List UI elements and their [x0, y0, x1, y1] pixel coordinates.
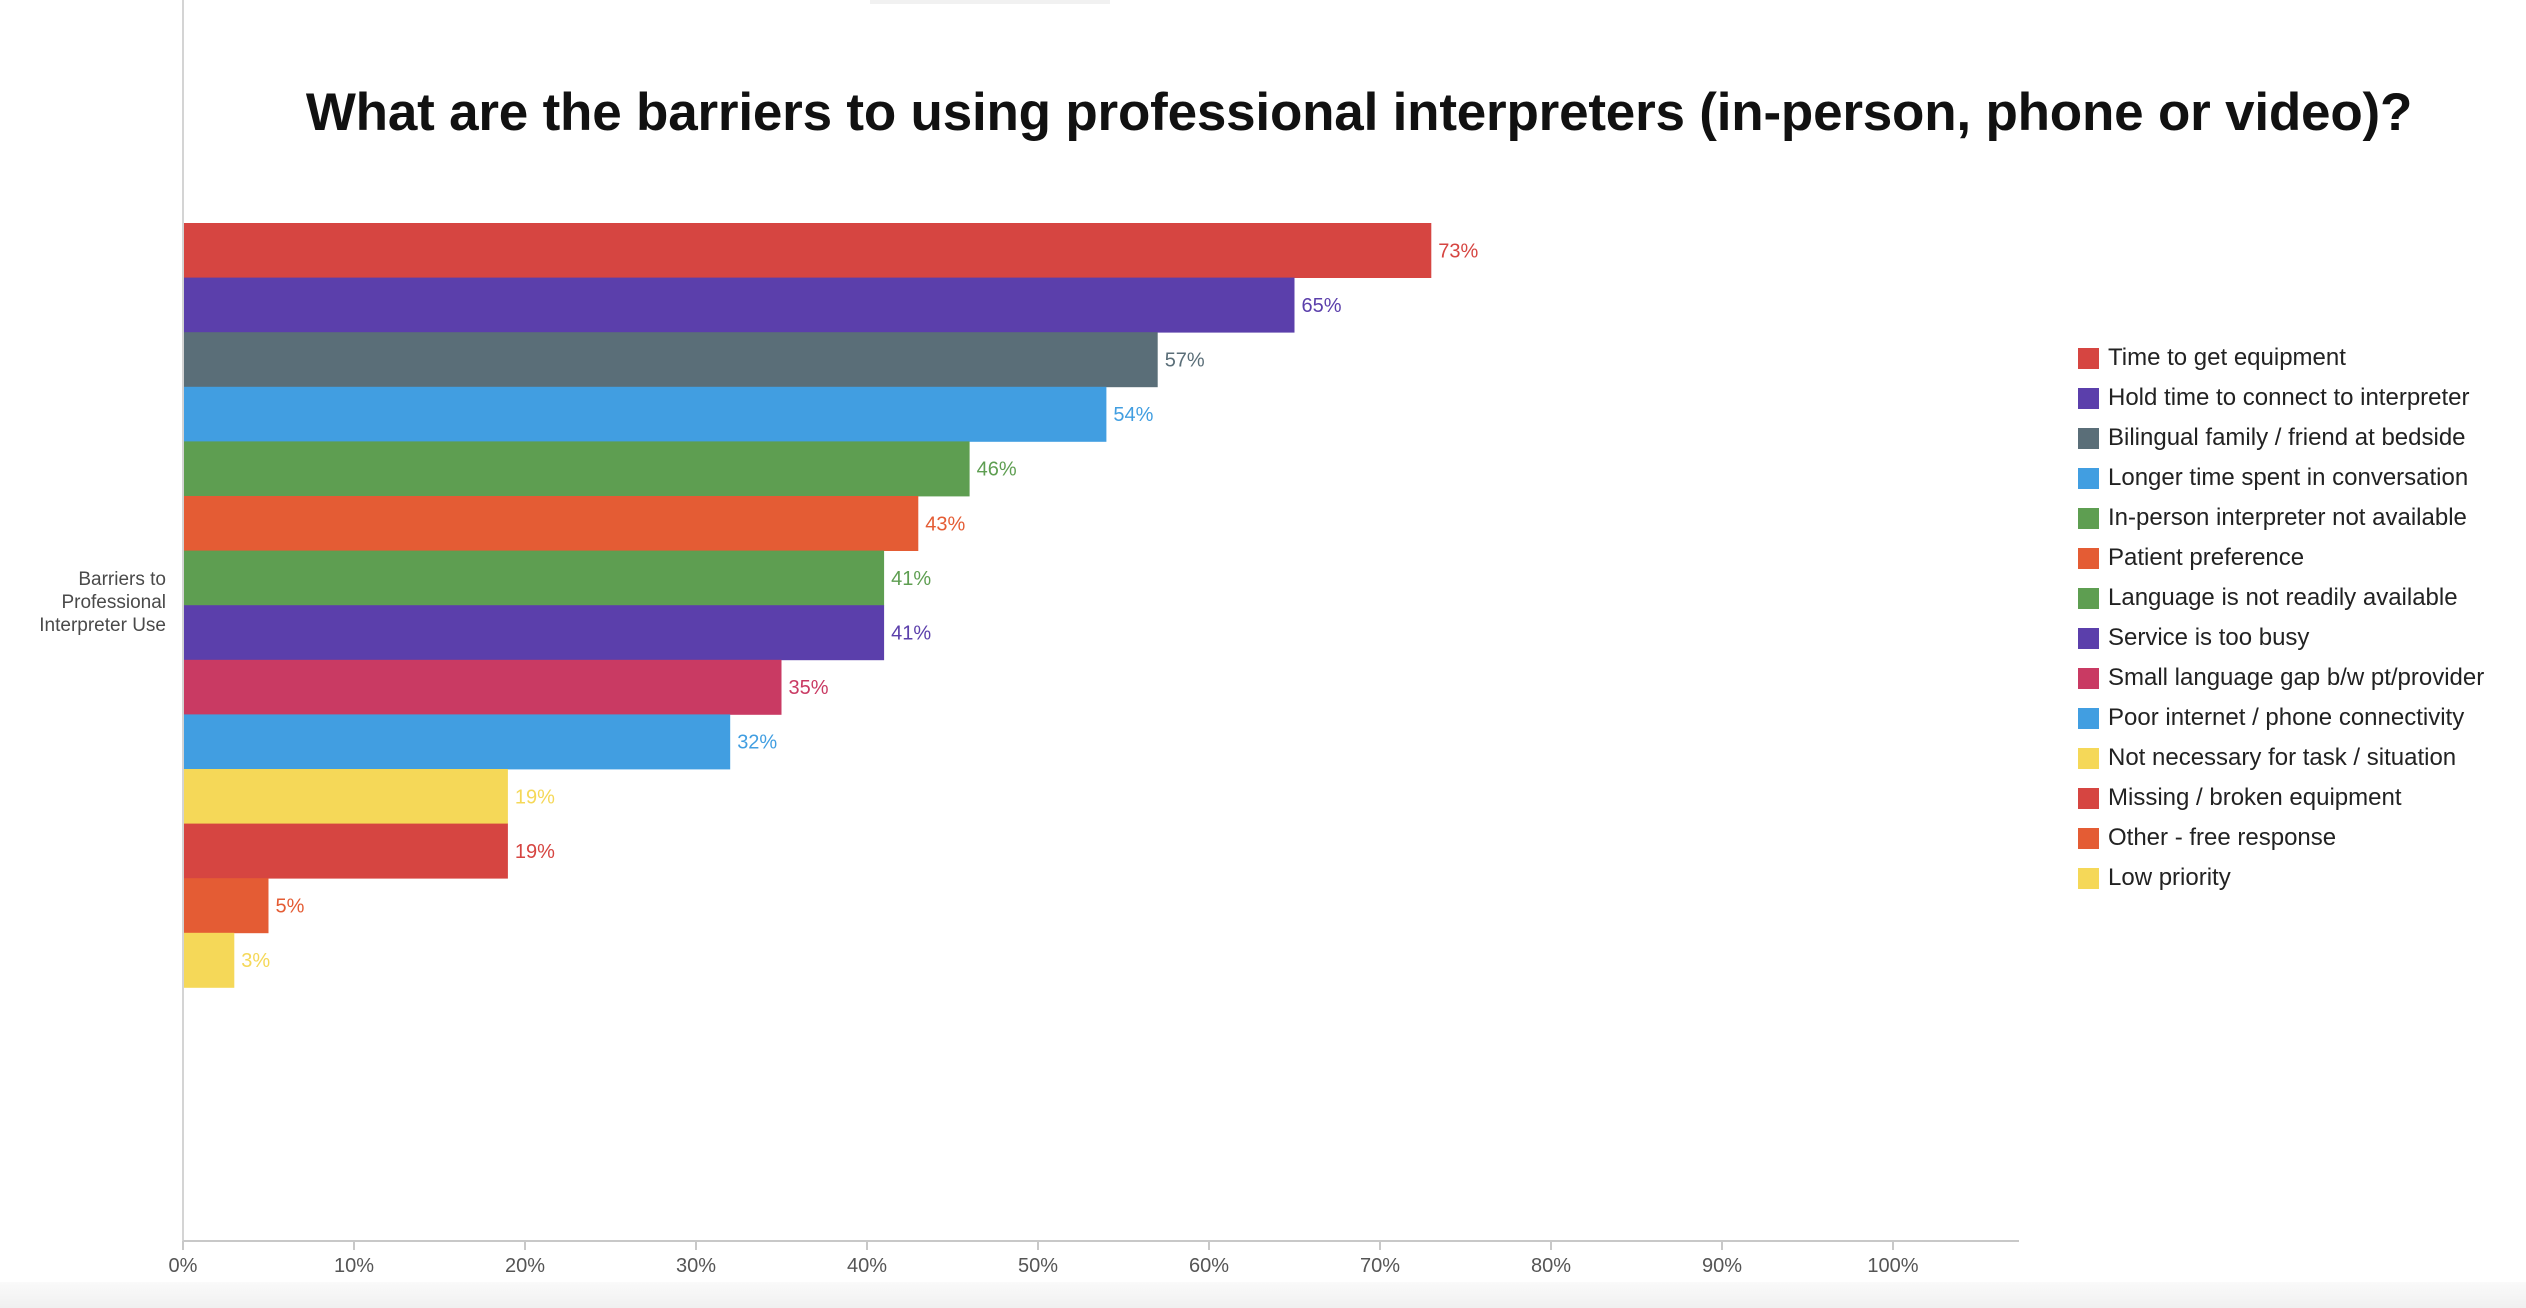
legend-swatch — [2078, 387, 2099, 409]
bar-12[interactable] — [183, 823, 508, 879]
legend-swatch — [2078, 787, 2099, 809]
bar-6[interactable] — [183, 496, 919, 551]
legend-item[interactable]: Time to get equipment — [2078, 338, 2484, 378]
x-tick-label: 20% — [505, 1255, 545, 1277]
bar-value-label: 35% — [789, 677, 829, 699]
legend-item[interactable]: Hold time to connect to interpreter — [2078, 378, 2484, 418]
x-tick-label: 70% — [1360, 1255, 1400, 1277]
legend: Time to get equipment Hold time to connec… — [2078, 338, 2484, 898]
legend-item[interactable]: Poor internet / phone connectivity — [2078, 698, 2484, 738]
bar-value-label: 32% — [737, 732, 777, 754]
y-axis-label: Barriers to Professional Interpreter Use — [39, 569, 166, 636]
x-tick-label: 80% — [1531, 1255, 1571, 1277]
legend-swatch — [2078, 587, 2099, 609]
legend-item[interactable]: Not necessary for task / situation — [2078, 738, 2484, 778]
bar-4[interactable] — [183, 386, 1107, 442]
legend-swatch — [2078, 427, 2099, 449]
legend-swatch — [2078, 707, 2099, 729]
bar-13[interactable] — [183, 878, 269, 934]
legend-swatch — [2078, 667, 2099, 689]
legend-item[interactable]: Longer time spent in conversation — [2078, 458, 2484, 498]
bottom-scroll-strip — [0, 1282, 2526, 1308]
legend-label: Bilingual family / friend at bedside — [2108, 424, 2466, 451]
legend-swatch — [2078, 747, 2099, 769]
legend-item[interactable]: Small language gap b/w pt/provider — [2078, 658, 2484, 698]
bar-value-label: 5% — [276, 896, 305, 918]
legend-label: Poor internet / phone connectivity — [2108, 704, 2465, 731]
legend-label: Low priority — [2108, 864, 2231, 891]
bar-9[interactable] — [183, 659, 782, 715]
legend-item[interactable]: Patient preference — [2078, 538, 2484, 578]
x-tick-label: 60% — [1189, 1255, 1229, 1277]
bar-1[interactable] — [183, 223, 1432, 278]
legend-swatch — [2078, 867, 2099, 889]
bar-3[interactable] — [183, 332, 1158, 388]
legend-swatch — [2078, 347, 2099, 369]
legend-label: Service is too busy — [2108, 624, 2310, 651]
bar-10[interactable] — [183, 714, 731, 770]
bar-value-label: 19% — [515, 841, 555, 863]
legend-swatch — [2078, 507, 2099, 529]
bar-5[interactable] — [183, 441, 970, 497]
legend-item[interactable]: In-person interpreter not available — [2078, 498, 2484, 538]
legend-item[interactable]: Low priority — [2078, 858, 2484, 898]
legend-label: Not necessary for task / situation — [2108, 744, 2457, 771]
axes-layer: 0% 10% 20% 30% 40% 50% 60% 70% 80% 90% 100% — [169, 0, 2019, 1277]
bar-11[interactable] — [183, 769, 508, 824]
legend-item[interactable]: Bilingual family / friend at bedside — [2078, 418, 2484, 458]
bar-value-label: 41% — [891, 623, 931, 645]
legend-label: Longer time spent in conversation — [2108, 464, 2469, 491]
legend-swatch — [2078, 547, 2099, 569]
legend-label: Small language gap b/w pt/provider — [2108, 664, 2485, 691]
legend-swatch — [2078, 627, 2099, 649]
legend-label: Time to get equipment — [2108, 344, 2346, 371]
bar-value-label: 3% — [241, 950, 270, 972]
bar-value-label: 73% — [1438, 240, 1478, 262]
x-tick-label: 40% — [847, 1255, 887, 1277]
legend-label: Hold time to connect to interpreter — [2108, 384, 2470, 411]
x-tick-label: 90% — [1702, 1255, 1742, 1277]
legend-label: Missing / broken equipment — [2108, 784, 2402, 811]
x-tick-label: 0% — [169, 1255, 198, 1277]
bar-2[interactable] — [183, 277, 1295, 333]
legend-item[interactable]: Other - free response — [2078, 818, 2484, 858]
bar-value-label: 46% — [977, 459, 1017, 481]
bar-value-label: 65% — [1302, 295, 1342, 317]
legend-item[interactable]: Language is not readily available — [2078, 578, 2484, 618]
bar-7[interactable] — [183, 550, 885, 606]
bar-value-label: 19% — [515, 786, 555, 808]
legend-item[interactable]: Missing / broken equipment — [2078, 778, 2484, 818]
legend-label: Patient preference — [2108, 544, 2305, 571]
bar-value-label: 54% — [1113, 404, 1153, 426]
bar-14[interactable] — [183, 932, 235, 988]
legend-label: In-person interpreter not available — [2108, 504, 2467, 531]
bars-layer: 73% 65% 57% 54% 46% 43% 41% 41% 35% 32% 19% 19% 5% 3% — [183, 223, 1479, 988]
bar-value-label: 57% — [1165, 350, 1205, 372]
bar-value-label: 41% — [891, 568, 931, 590]
chart-title: What are the barriers to using professio… — [305, 83, 2413, 142]
top-scroll-strip — [870, 0, 1110, 4]
bar-value-label: 43% — [925, 513, 965, 535]
legend-label: Other - free response — [2108, 824, 2337, 851]
legend-label: Language is not readily available — [2108, 584, 2458, 611]
legend-item[interactable]: Service is too busy — [2078, 618, 2484, 658]
bar-8[interactable] — [183, 605, 885, 661]
x-tick-label: 10% — [334, 1255, 374, 1277]
x-tick-label: 50% — [1018, 1255, 1058, 1277]
x-tick-label: 100% — [1867, 1255, 1918, 1277]
legend-swatch — [2078, 827, 2099, 849]
legend-swatch — [2078, 467, 2099, 489]
x-tick-label: 30% — [676, 1255, 716, 1277]
